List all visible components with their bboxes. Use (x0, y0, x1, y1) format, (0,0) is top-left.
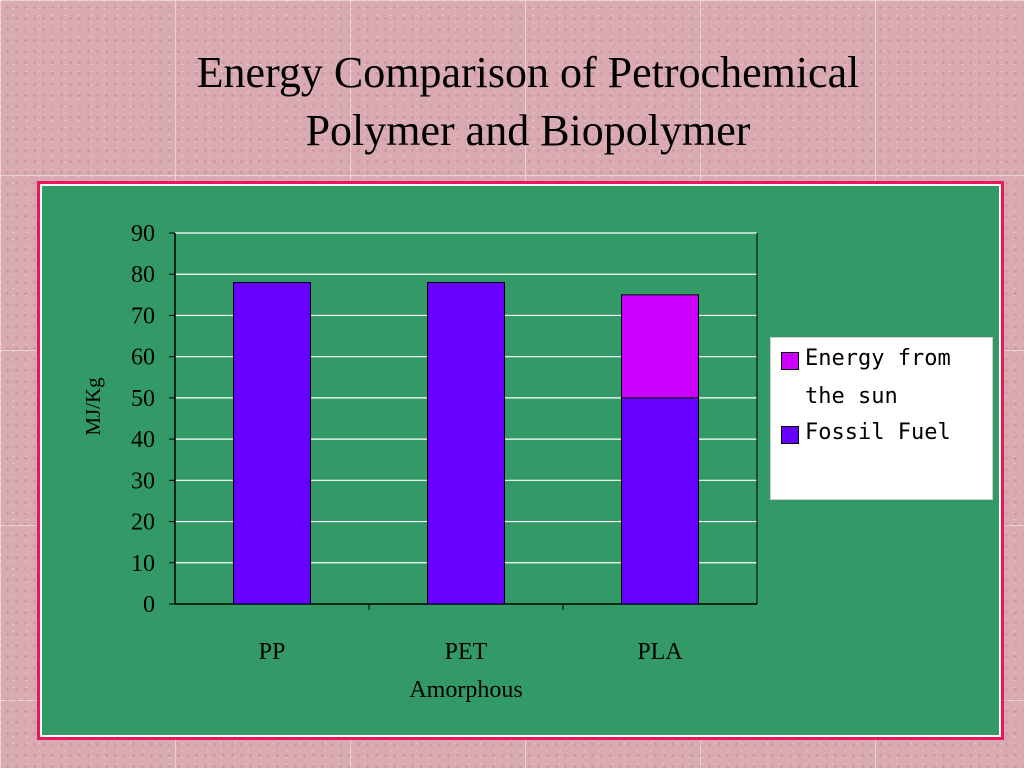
bar-chart: 0 10 20 30 40 50 60 70 80 90 PP PET Amorphous PLA MJ/K… (81, 221, 758, 703)
x-tick-sublabel: Amorphous (409, 677, 522, 703)
legend-item-energy-from-sun: Energy from the sun (781, 346, 992, 416)
y-tick-label: 90 (131, 221, 155, 247)
y-tick-label: 10 (131, 551, 155, 577)
y-tick-label: 0 (143, 592, 155, 618)
slide-title-line-1: Energy Comparison of Petrochemical (196, 48, 860, 97)
chart-legend: Energy from the sun Fossil Fuel (770, 337, 993, 500)
y-tick-label: 60 (131, 345, 155, 371)
bar-pla-energy-from-the-sun (621, 294, 699, 399)
legend-item-fossil-fuel: Fossil Fuel (781, 420, 992, 452)
bar-pla-fossil-fuel (621, 397, 699, 605)
y-tick-label: 40 (131, 427, 155, 453)
x-tick-label: PP (259, 639, 286, 665)
legend-swatch-fossil-fuel (781, 426, 799, 444)
y-tick-label: 30 (131, 468, 155, 494)
bar-pp-fossil-fuel (233, 281, 311, 605)
slide-title-line-2: Polymer and Biopolymer (305, 106, 751, 155)
y-axis-title: MJ/Kg (81, 377, 105, 436)
legend-label-fossil-fuel: Fossil Fuel (805, 420, 951, 445)
y-tick-label: 80 (131, 262, 155, 288)
bar-pet-fossil-fuel (427, 281, 505, 605)
chart-frame: 0 10 20 30 40 50 60 70 80 90 PP PET Amorphous PLA MJ/K… (37, 181, 1004, 740)
slide-title: Energy Comparison of Petrochemical Polym… (0, 44, 1024, 160)
legend-swatch-energy-from-sun (781, 352, 799, 370)
y-tick-label: 50 (131, 386, 155, 412)
y-tick-label: 70 (131, 303, 155, 329)
x-tick-label: PET (445, 639, 488, 665)
y-tick-label: 20 (131, 510, 155, 536)
x-tick-label: PLA (637, 639, 683, 665)
legend-label-energy-from-sun: Energy from the sun (805, 346, 951, 409)
